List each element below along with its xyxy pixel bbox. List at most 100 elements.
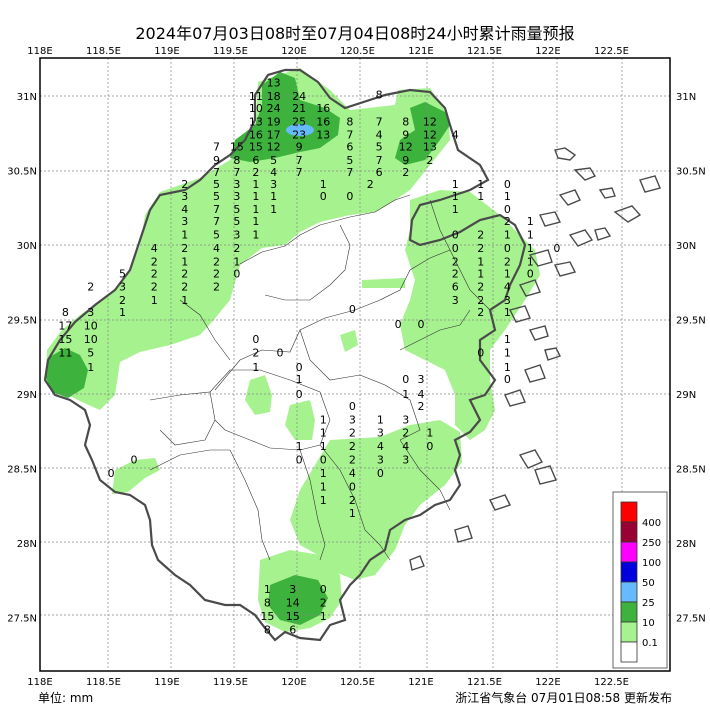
rainfall-value: 1: [296, 440, 303, 453]
map-title: 2024年07月03日08时至07月04日08时24小时累计雨量预报: [135, 24, 575, 43]
rainfall-value: 15: [249, 141, 263, 154]
rainfall-value: 1: [87, 361, 94, 374]
rainfall-value: 0: [296, 388, 303, 401]
rainfall-value: 1: [377, 413, 384, 426]
rainfall-value: 9: [296, 141, 303, 154]
rainfall-value: 4: [213, 242, 220, 255]
rainfall-value: 8: [346, 115, 353, 128]
rainfall-value: 4: [151, 242, 158, 255]
rainfall-value: 6: [252, 154, 259, 167]
x-tick-label: 118.5E: [86, 677, 121, 688]
rainfall-value: 1: [402, 388, 409, 401]
rainfall-value: 13: [423, 141, 437, 154]
rainfall-value: 2: [213, 267, 220, 280]
rainfall-value: 2: [349, 494, 356, 507]
rainfall-value: 3: [270, 178, 277, 191]
rainfall-value: 2: [87, 281, 94, 294]
legend-swatch: [620, 641, 638, 663]
rainfall-value: 0: [277, 346, 284, 359]
rainfall-value: 6: [376, 166, 383, 179]
rainfall-value: 0: [527, 267, 534, 280]
rainfall-value: 25: [292, 115, 306, 128]
rainfall-value: 0: [233, 267, 240, 280]
rainfall-value: 5: [213, 178, 220, 191]
x-tick-label: 119E: [154, 46, 179, 57]
rainfall-value: 1: [320, 480, 327, 493]
rainfall-value: 8: [402, 115, 409, 128]
rainfall-value: 2: [213, 281, 220, 294]
rainfall-value: 1: [527, 255, 534, 268]
rainfall-value: 23: [292, 129, 306, 142]
rainfall-value: 0: [130, 454, 137, 467]
rainfall-value: 1: [233, 255, 240, 268]
rainfall-value: 0: [320, 454, 327, 467]
rainfall-value: 14: [286, 597, 300, 610]
rainfall-value: 8: [376, 89, 383, 102]
rainfall-value: 4: [452, 129, 459, 142]
legend-swatch: [620, 601, 638, 623]
rainfall-value: 15: [260, 610, 274, 623]
rainfall-value: 0: [553, 242, 560, 255]
rainfall-value: 0: [452, 242, 459, 255]
x-tick-label: 121E: [408, 46, 433, 57]
rainfall-value: 0: [252, 333, 259, 346]
rainfall-value: 1: [504, 361, 511, 374]
rainfall-value: 7: [213, 203, 220, 216]
rainfall-value: 1: [452, 190, 459, 203]
x-tick-label: 120.5E: [340, 46, 375, 57]
x-tick-label: 118E: [27, 46, 52, 57]
rainfall-value: 3: [418, 373, 425, 386]
rainfall-value: 12: [423, 129, 437, 142]
rainfall-value: 1: [320, 494, 327, 507]
rainfall-value: 2: [349, 454, 356, 467]
rainfall-value: 8: [264, 623, 271, 636]
rainfall-value: 2: [452, 267, 459, 280]
rainfall-value: 1: [426, 427, 433, 440]
rainfall-value: 1: [504, 346, 511, 359]
issuer-footer: 浙江省气象台 07月01日08:58 更新发布: [455, 691, 672, 705]
rainfall-value: 1: [452, 203, 459, 216]
rainfall-value: 4: [376, 129, 383, 142]
rainfall-value: 0: [346, 190, 353, 203]
x-tick-label: 118.5E: [86, 46, 121, 57]
rainfall-value: 1: [477, 178, 484, 191]
rainfall-value: 4: [504, 281, 511, 294]
rainfall-value: 4: [349, 467, 356, 480]
rainfall-value: 16: [316, 115, 330, 128]
x-tick-label: 118E: [27, 677, 52, 688]
rainfall-value: 5: [213, 190, 220, 203]
rainfall-value: 3: [181, 215, 188, 228]
rainfall-value: 4: [181, 203, 188, 216]
rainfall-value: 1: [527, 215, 534, 228]
rainfall-value: 7: [213, 215, 220, 228]
rainfall-value: 2: [349, 427, 356, 440]
rainfall-value: 13: [267, 77, 281, 90]
rainfall-value: 1: [504, 333, 511, 346]
rainfall-value: 7: [213, 141, 220, 154]
rainfall-value: 0: [349, 480, 356, 493]
rainfall-value: 2: [151, 255, 158, 268]
rainfall-value: 5: [376, 141, 383, 154]
rainfall-value: 10: [249, 102, 263, 115]
rainfall-value: 3: [402, 454, 409, 467]
rainfall-value: 1: [270, 190, 277, 203]
province-outline: [43, 68, 527, 642]
rainfall-value: 7: [296, 166, 303, 179]
rainfall-value: 1: [252, 361, 259, 374]
rainfall-value: 2: [367, 178, 374, 191]
rain-area-medium: [45, 72, 450, 625]
rainfall-value: 0: [426, 440, 433, 453]
rainfall-value: 0: [504, 373, 511, 386]
y-tick-label: 30.5N: [7, 167, 37, 178]
rainfall-value: 9: [402, 154, 409, 167]
rainfall-value: 1: [452, 178, 459, 191]
rainfall-value: 24: [267, 102, 281, 115]
y-tick-label: 30N: [676, 241, 696, 252]
rainfall-value: 1: [181, 229, 188, 242]
rainfall-value: 0: [320, 190, 327, 203]
rainfall-value: 1: [119, 306, 126, 319]
rainfall-value: 13: [316, 129, 330, 142]
legend-swatch: [620, 581, 638, 603]
rainfall-value: 3: [233, 190, 240, 203]
y-tick-label: 28N: [17, 539, 37, 550]
